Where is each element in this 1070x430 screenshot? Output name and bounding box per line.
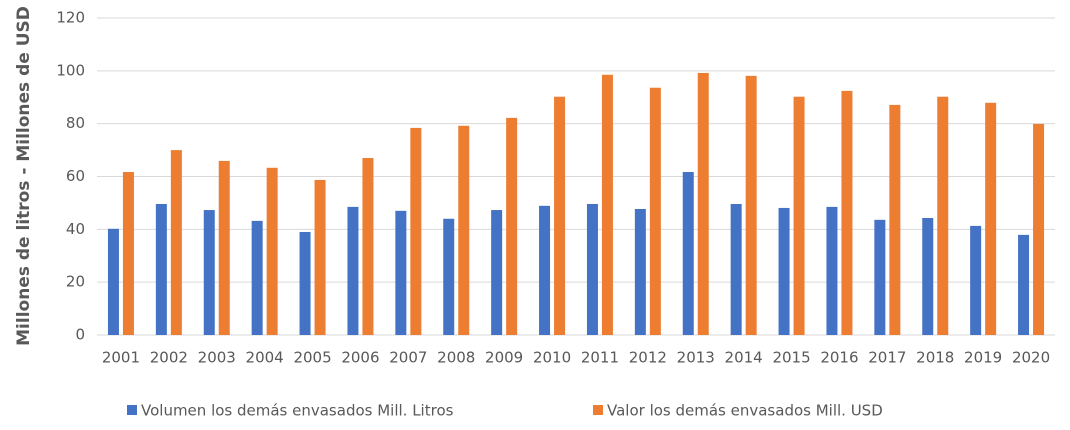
bar [778, 207, 790, 335]
bar [122, 172, 134, 335]
x-tick-label: 2013 [677, 349, 715, 367]
bar [347, 206, 359, 335]
x-tick-label: 2004 [246, 349, 284, 367]
x-tick-label: 2012 [629, 349, 667, 367]
y-tick-label: 120 [56, 9, 85, 27]
bar [458, 125, 470, 335]
bar [937, 96, 949, 335]
bar [586, 203, 598, 335]
y-tick-label: 0 [75, 326, 85, 344]
bar [266, 167, 278, 335]
bar [491, 210, 503, 335]
legend-label: Volumen los demás envasados Mill. Litros [141, 402, 454, 420]
bar [539, 205, 551, 335]
x-tick-label: 2015 [772, 349, 810, 367]
x-tick-label: 2008 [437, 349, 475, 367]
bar [314, 179, 326, 335]
y-tick-label: 100 [56, 61, 85, 79]
y-tick-label: 80 [66, 114, 85, 132]
x-tick-label: 2005 [293, 349, 331, 367]
bar [970, 225, 982, 335]
x-tick-label: 2018 [916, 349, 954, 367]
bar [506, 117, 518, 335]
bar [107, 228, 119, 335]
x-tick-label: 2002 [150, 349, 188, 367]
bar [682, 172, 694, 335]
x-tick-label: 2001 [102, 349, 140, 367]
y-tick-label: 40 [66, 220, 85, 238]
bar [874, 219, 886, 335]
y-axis-title: Millones de litros - Millones de USD [14, 6, 34, 346]
bar [922, 217, 934, 335]
bar [218, 160, 230, 335]
x-tick-label: 2009 [485, 349, 523, 367]
bar [251, 220, 263, 335]
legend-swatch [127, 405, 137, 415]
bar [601, 74, 613, 335]
bar [203, 210, 215, 335]
x-tick-label: 2007 [389, 349, 427, 367]
x-tick-label: 2006 [341, 349, 379, 367]
bar [362, 158, 374, 335]
x-tick-label: 2019 [964, 349, 1002, 367]
x-tick-label: 2010 [533, 349, 571, 367]
x-tick-label: 2014 [725, 349, 763, 367]
bar [410, 127, 422, 335]
bar [841, 90, 853, 335]
bar [395, 210, 407, 335]
legend-swatch [593, 405, 603, 415]
bar [634, 208, 646, 335]
y-tick-label: 60 [66, 167, 85, 185]
x-tick-label: 2016 [820, 349, 858, 367]
x-tick-label: 2003 [198, 349, 236, 367]
bar [649, 87, 661, 336]
bar [697, 72, 709, 336]
bar [826, 206, 838, 335]
bar [889, 104, 901, 336]
bar [985, 102, 997, 335]
bar [1018, 234, 1030, 335]
bar [155, 203, 167, 335]
x-tick-label: 2020 [1012, 349, 1050, 367]
bar [554, 96, 566, 335]
x-tick-label: 2017 [868, 349, 906, 367]
legend-label: Valor los demás envasados Mill. USD [607, 402, 883, 420]
bar [745, 75, 757, 335]
x-tick-label: 2011 [581, 349, 619, 367]
bar [730, 203, 742, 335]
y-tick-label: 20 [66, 273, 85, 291]
bar [1033, 123, 1045, 335]
bar [793, 96, 805, 335]
bar [443, 218, 455, 335]
bar [299, 231, 311, 335]
bar [170, 150, 182, 335]
